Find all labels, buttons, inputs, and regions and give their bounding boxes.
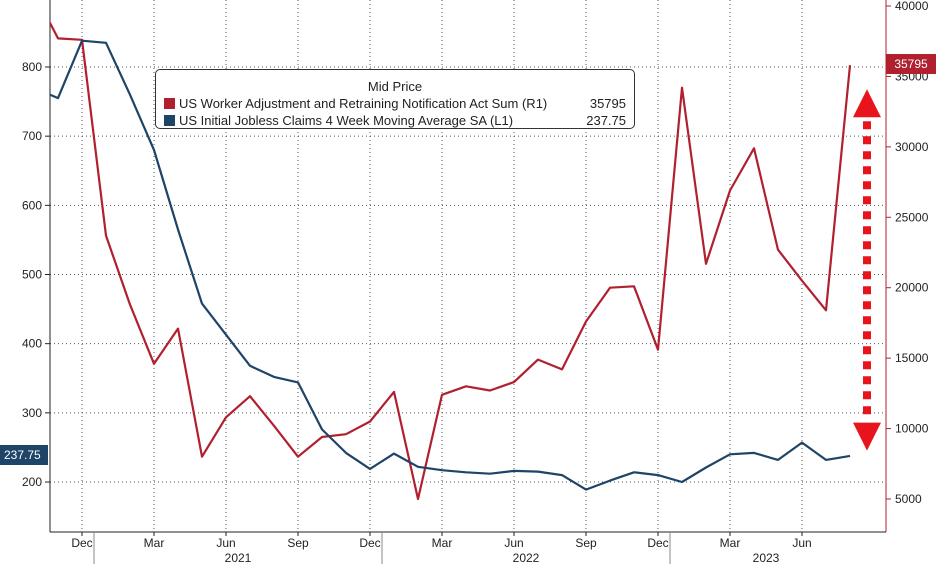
y-right-tick-label: 20000	[895, 281, 929, 295]
annotation-layer	[853, 89, 881, 450]
arrow-head-up	[853, 89, 881, 117]
legend-item-warn: US Worker Adjustment and Retraining Noti…	[164, 96, 626, 113]
last-value-tag-warn: 35795	[886, 54, 936, 74]
legend-title: Mid Price	[156, 79, 634, 94]
legend-label-claims: US Initial Jobless Claims 4 Week Moving …	[179, 113, 513, 128]
legend-value-warn: 35795	[590, 96, 626, 111]
x-tick-label: Mar	[144, 536, 165, 550]
x-tick-label: Jun	[792, 536, 811, 550]
y-right-tick-label: 15000	[895, 351, 929, 365]
x-tick-label: Dec	[359, 536, 380, 550]
legend-item-claims: US Initial Jobless Claims 4 Week Moving …	[164, 113, 626, 130]
y-left-tick-label: 700	[22, 129, 42, 143]
legend-swatch-claims	[164, 115, 175, 126]
x-year-label: 2023	[753, 551, 780, 564]
y-right-tick-label: 25000	[895, 210, 929, 224]
x-year-label: 2021	[225, 551, 252, 564]
y-left-tick-label: 600	[22, 198, 42, 212]
y-left-tick-label: 500	[22, 268, 42, 282]
x-tick-label: Dec	[647, 536, 668, 550]
x-tick-label: Sep	[575, 536, 597, 550]
x-tick-label: Dec	[71, 536, 92, 550]
x-tick-label: Mar	[432, 536, 453, 550]
y-left-tick-label: 200	[22, 475, 42, 489]
y-left-tick-label: 400	[22, 337, 42, 351]
y-right-tick-label: 10000	[895, 422, 929, 436]
x-year-label: 2022	[513, 551, 540, 564]
y-right-tick-label: 40000	[895, 0, 929, 13]
x-tick-label: Jun	[504, 536, 523, 550]
y-right-tick-label: 5000	[895, 492, 922, 506]
legend-swatch-warn	[164, 98, 175, 109]
legend: Mid Price US Worker Adjustment and Retra…	[155, 69, 635, 129]
y-right-tick-label: 30000	[895, 140, 929, 154]
y-left-tick-label: 800	[22, 60, 42, 74]
legend-label-warn: US Worker Adjustment and Retraining Noti…	[179, 96, 547, 111]
x-tick-label: Mar	[720, 536, 741, 550]
y-left-tick-label: 300	[22, 406, 42, 420]
last-value-tag-claims: 237.75	[0, 445, 48, 465]
arrow-head-down	[853, 423, 881, 451]
legend-value-claims: 237.75	[586, 113, 626, 128]
x-tick-label: Sep	[287, 536, 309, 550]
x-tick-label: Jun	[216, 536, 235, 550]
